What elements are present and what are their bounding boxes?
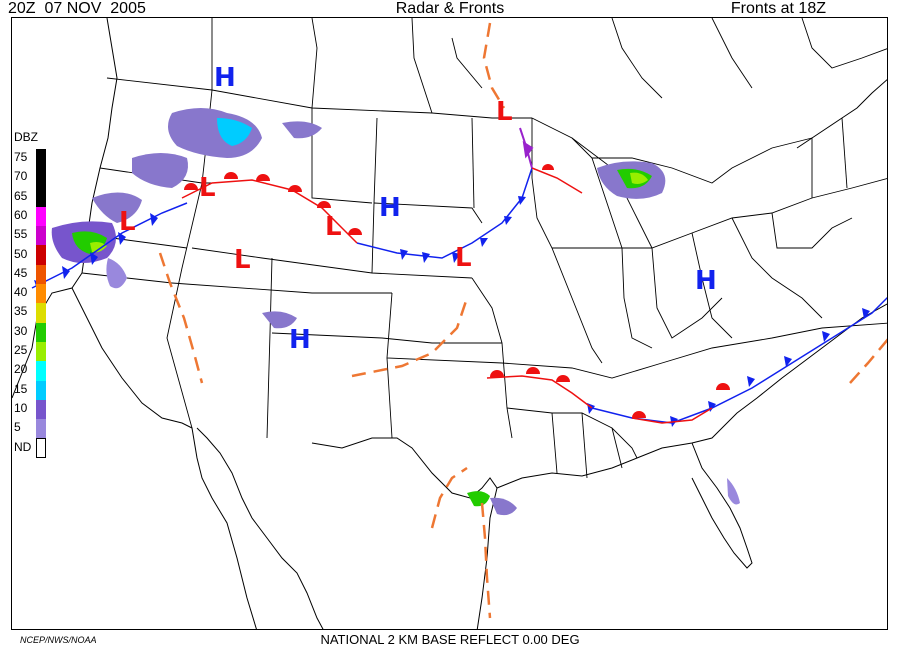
warm-front-bumps [184, 164, 730, 418]
low-center: L [496, 97, 513, 127]
low-center: L [119, 207, 136, 237]
legend-label: 15 [14, 381, 28, 396]
legend-label: 75 [14, 150, 28, 164]
low-center: L [325, 212, 342, 242]
coastlines [12, 18, 887, 629]
legend-label: 60 [14, 207, 28, 222]
legend-swatch [36, 149, 46, 169]
high-center: H [289, 325, 311, 355]
legend-swatch [36, 322, 46, 342]
high-center: H [695, 266, 717, 296]
pressure-centers: H H H H L L L L L L [119, 63, 717, 355]
legend-swatch [36, 264, 46, 285]
troughs [158, 22, 887, 619]
legend-swatch [36, 187, 46, 207]
map-canvas: H H H H L L L L L L [12, 18, 887, 629]
low-center: L [234, 245, 251, 275]
legend-label: 25 [14, 343, 28, 357]
legend-label: 5 [14, 420, 21, 435]
legend-swatch [36, 206, 46, 227]
legend-swatch [36, 245, 46, 265]
cold-fronts [31, 167, 887, 424]
fronts-time-label: Fronts at 18Z [730, 0, 826, 17]
legend-swatch [36, 168, 46, 188]
product-label: NATIONAL 2 KM BASE REFLECT 0.00 DEG [320, 632, 580, 647]
legend-swatch [36, 399, 46, 420]
legend-label: 50 [14, 246, 28, 261]
occluded-front [519, 127, 534, 169]
radar-echoes [51, 108, 740, 516]
legend-color-bar [36, 149, 46, 458]
legend-swatch [36, 361, 46, 381]
legend-label: 35 [14, 304, 28, 319]
legend-label: 70 [14, 169, 28, 184]
legend-swatch [36, 284, 46, 304]
legend-label: 40 [14, 285, 28, 300]
low-center: L [199, 173, 216, 203]
legend-swatch [36, 226, 46, 246]
legend-swatch [36, 303, 46, 323]
legend-label: 20 [14, 362, 28, 377]
legend-label: 30 [14, 323, 28, 338]
high-center: H [214, 63, 236, 93]
weather-map: H H H H L L L L L L [11, 17, 888, 630]
low-center: L [455, 243, 472, 273]
warm-fronts [181, 167, 713, 424]
legend-label: 45 [14, 265, 28, 280]
legend-swatch [36, 438, 46, 458]
legend-label: 10 [14, 400, 28, 415]
legend-label: 65 [14, 188, 28, 203]
legend-label: 55 [14, 227, 28, 242]
legend-swatch [36, 419, 46, 439]
state-borders [81, 18, 887, 479]
legend-title: DBZ [14, 130, 38, 144]
valid-time-label: 20Z 07 NOV 2005 [8, 0, 146, 17]
credit-label: NCEP/NWS/NOAA [20, 635, 97, 645]
legend-swatch [36, 341, 46, 362]
legend-label: ND [14, 439, 32, 454]
map-title: Radar & Fronts [395, 0, 505, 17]
legend-swatch [36, 380, 46, 400]
high-center: H [379, 193, 401, 223]
